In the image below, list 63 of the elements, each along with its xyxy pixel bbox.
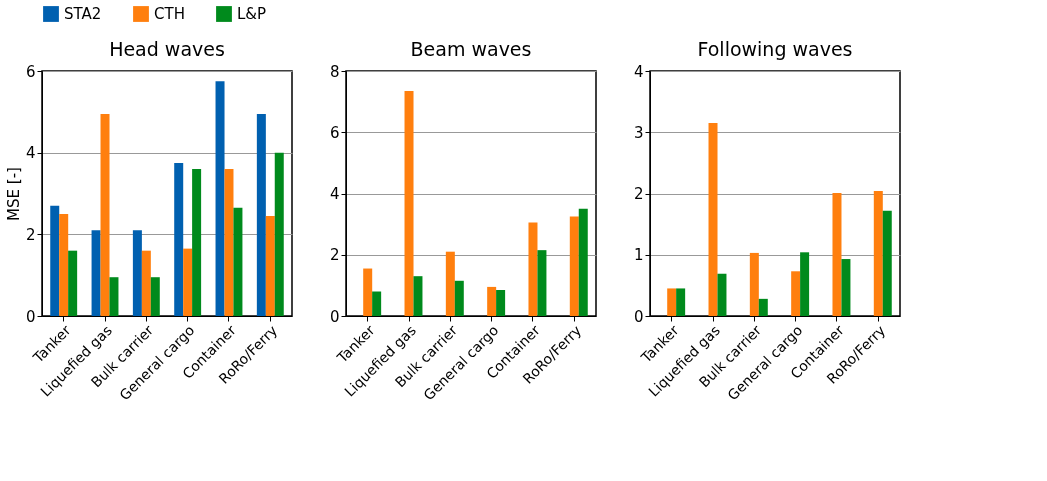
bar [68,250,78,316]
legend-label: CTH [154,5,185,23]
bar [215,81,225,316]
bar [717,273,727,316]
chart-title: Head waves [109,38,225,60]
y-tick-label: 2 [25,225,36,244]
bar [363,268,373,316]
bar [537,250,547,316]
bar [91,230,101,316]
bar [192,169,202,316]
bar [413,276,423,316]
bar [445,251,455,316]
bar [800,252,810,316]
bar [224,169,234,316]
y-axis-title: MSE [-] [4,167,23,221]
bar [141,250,151,316]
y-tick-label: 2 [329,246,340,265]
bar [256,113,266,316]
bar [708,123,718,316]
bar [487,286,497,316]
y-tick-label: 1 [633,246,644,265]
bar [150,277,160,316]
bar [882,210,892,316]
bar [454,280,464,316]
bar [841,259,851,316]
bar [109,277,119,316]
bar [372,291,382,316]
bar [528,222,538,316]
y-tick-label: 2 [633,185,644,203]
bar [496,289,506,316]
y-tick-label: 0 [329,307,340,326]
y-tick-label: 8 [329,62,340,81]
bar [873,191,883,316]
bar [676,288,686,316]
bar [183,248,193,316]
y-tick-label: 0 [633,307,644,326]
bar [50,205,60,316]
y-tick-label: 4 [633,62,644,81]
bar [132,230,142,316]
bar [758,298,768,316]
y-tick-label: 0 [25,307,36,326]
chart-title: Beam waves [410,38,532,60]
bar [174,162,184,316]
bar [749,252,759,316]
bar [404,90,414,316]
y-tick-label: 6 [25,62,36,81]
bar [233,207,243,316]
y-tick-label: 4 [25,144,36,163]
chart-title: Following waves [697,38,853,60]
y-tick-label: 3 [633,123,644,142]
y-tick-label: 6 [329,123,340,142]
bar [832,192,842,316]
bar [100,113,110,316]
bar [265,215,275,316]
bar [791,271,801,316]
bar [59,213,69,316]
bar [667,288,677,316]
bar [569,216,579,316]
legend-label: L&P [237,5,267,23]
bar [578,208,588,316]
legend-label: STA2 [64,5,102,23]
y-tick-label: 4 [329,185,340,203]
bar [274,152,284,316]
